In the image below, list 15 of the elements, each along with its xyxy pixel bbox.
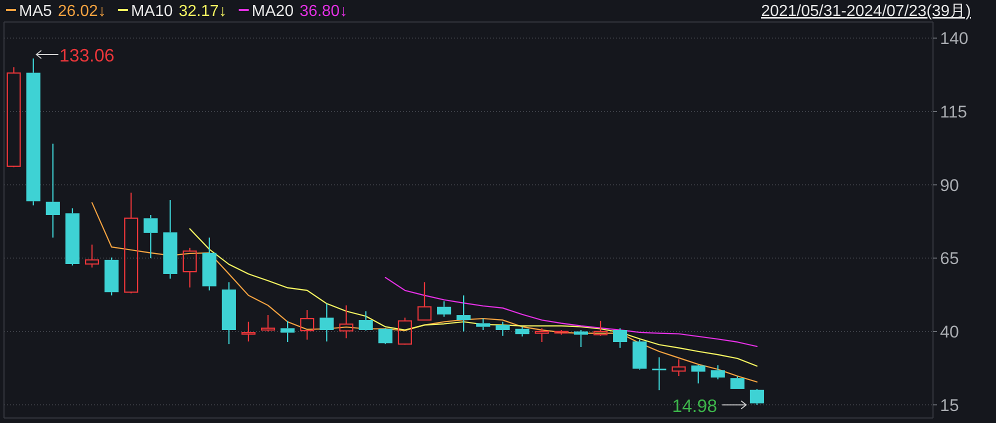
y-tick-label: 15 (940, 396, 959, 415)
legend-label: MA20 (252, 3, 294, 20)
text: 32.17↓ (178, 3, 227, 20)
y-tick-label: 140 (940, 29, 968, 48)
annotation: 14.98 (672, 396, 718, 416)
text: 36.80↓ (300, 3, 348, 20)
annotation: 133.06 (59, 45, 114, 66)
y-tick-label: 115 (940, 102, 968, 122)
y-tick-label: 40 (940, 322, 959, 342)
y-tick-label: 65 (940, 249, 959, 268)
legend-label: MA10 (130, 3, 173, 20)
y-tick-label: 90 (940, 176, 959, 195)
text: 2021/05/31-2024/07/23(39月) (761, 3, 971, 20)
text: 26.02↓ (58, 3, 106, 20)
legend-label: MA5 (19, 3, 52, 20)
